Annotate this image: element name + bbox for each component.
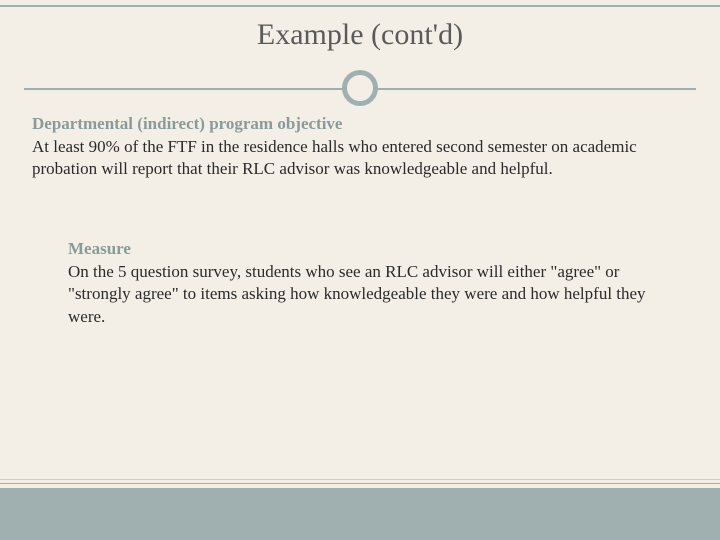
bottom-rule-thin: [0, 479, 720, 480]
title-area: Example (cont'd): [0, 0, 720, 64]
slide: Example (cont'd) Departmental (indirect)…: [0, 0, 720, 540]
top-border: [0, 5, 720, 7]
section-heading-objective: Departmental (indirect) program objectiv…: [32, 114, 688, 134]
section-body-objective: At least 90% of the FTF in the residence…: [32, 136, 688, 181]
bottom-band: [0, 488, 720, 540]
bottom-rule: [0, 483, 720, 484]
content-area: Departmental (indirect) program objectiv…: [0, 108, 720, 328]
divider-circle-icon: [342, 70, 378, 106]
divider: [0, 68, 720, 108]
section-heading-measure: Measure: [68, 239, 652, 259]
section-body-measure: On the 5 question survey, students who s…: [68, 261, 652, 328]
sub-block-measure: Measure On the 5 question survey, studen…: [32, 239, 688, 328]
slide-title: Example (cont'd): [0, 18, 720, 52]
